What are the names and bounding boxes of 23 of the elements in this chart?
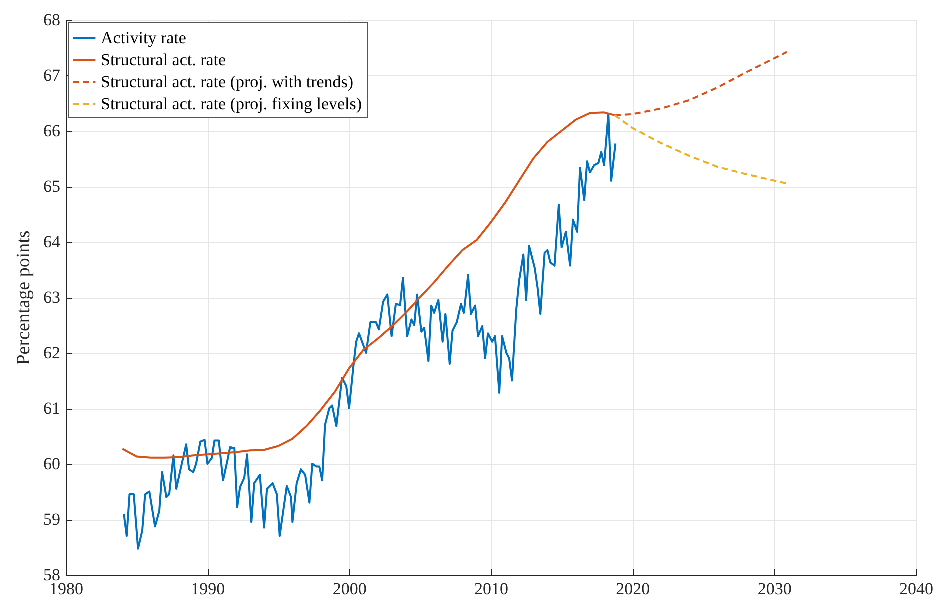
y-tick-label: 66 [44, 122, 60, 140]
x-tick-label: 2030 [758, 580, 792, 598]
x-tick-label: 2010 [474, 580, 508, 598]
line-series [123, 113, 617, 550]
x-tick-label: 2020 [616, 580, 650, 598]
y-tick-label: 59 [44, 510, 60, 529]
y-tick-label: 68 [44, 10, 60, 30]
legend-label: Structural act. rate (proj. with trends) [101, 72, 354, 92]
line-series [614, 114, 788, 185]
y-tick-label: 67 [44, 66, 61, 85]
y-tick-label: 64 [44, 232, 61, 252]
legend-label: Structural act. rate (proj. fixing levels) [101, 94, 362, 114]
legend-label: Activity rate [101, 28, 186, 48]
x-tick-label: 2000 [332, 580, 367, 598]
y-tick-label: 63 [44, 288, 60, 307]
y-tick-label: 61 [44, 399, 60, 418]
y-axis-title: Percentage points [14, 230, 34, 366]
y-tick-label: 60 [44, 454, 60, 474]
x-tick-label: 2040 [900, 580, 934, 598]
x-tick-label: 1990 [191, 580, 226, 598]
legend-label: Structural act. rate [101, 50, 226, 70]
y-tick-label: 65 [44, 177, 60, 196]
y-tick-label: 62 [44, 344, 60, 362]
